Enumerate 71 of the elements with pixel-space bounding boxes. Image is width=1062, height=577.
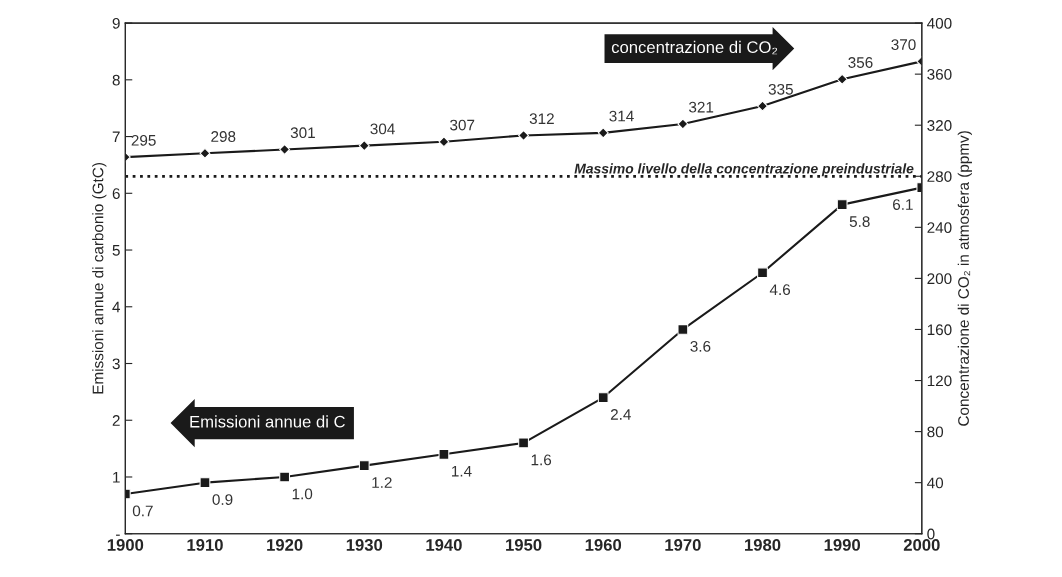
y-tick-label: 5 — [112, 245, 120, 256]
point — [757, 267, 768, 279]
data-label: 4.6 — [769, 284, 791, 296]
data-label: 5.8 — [849, 216, 870, 227]
data-label: 314 — [609, 110, 634, 122]
point — [438, 136, 450, 148]
data-label: 6.1 — [893, 199, 913, 210]
y-tick-label: - — [116, 534, 120, 536]
y-tick-label: 6 — [112, 188, 120, 199]
y2-tick-label: 320 — [927, 120, 952, 131]
data-label: 0.9 — [212, 494, 233, 505]
point — [597, 392, 609, 403]
point — [279, 471, 290, 483]
point — [597, 127, 609, 139]
point — [677, 118, 689, 130]
x-tick-label: 1900 — [107, 539, 144, 551]
y2-tick-label: 400 — [927, 17, 952, 29]
y-axis-title: Emissioni annue di carbonio (GtC) — [92, 163, 107, 394]
point — [518, 437, 529, 449]
data-label: 335 — [768, 83, 793, 95]
point — [677, 324, 689, 335]
data-label: 307 — [450, 119, 475, 131]
y2-tick-label: 160 — [927, 324, 952, 336]
y2-tick-label: 40 — [927, 477, 944, 489]
point — [836, 199, 848, 211]
x-tick-label: 1940 — [426, 539, 462, 551]
y2-tick-label: 240 — [927, 222, 952, 234]
point — [836, 73, 848, 85]
x-tick-label: 1910 — [187, 539, 223, 551]
data-label: 301 — [290, 127, 315, 139]
text: concentrazione di CO₂ — [611, 40, 778, 55]
x-tick-label: 2000 — [903, 539, 940, 551]
y2-tick-label: 80 — [927, 426, 944, 438]
point — [279, 144, 291, 155]
data-label: 1.4 — [452, 465, 472, 477]
y-tick-label: 9 — [112, 17, 120, 29]
x-tick-label: 1930 — [346, 539, 383, 551]
y-tick-label: 3 — [112, 358, 120, 370]
data-label: 298 — [211, 131, 236, 142]
data-label: 321 — [689, 101, 714, 113]
data-label: 2.4 — [610, 409, 631, 420]
y2-tick-label: 360 — [927, 69, 952, 80]
data-label: 1.6 — [531, 454, 552, 466]
data-label: 3.6 — [690, 340, 711, 352]
data-label: 370 — [891, 39, 916, 51]
y2-tick-label: 120 — [927, 375, 952, 387]
x-tick-label: 1970 — [665, 539, 701, 551]
data-label: 356 — [848, 57, 873, 68]
x-tick-label: 1990 — [824, 539, 861, 551]
x-tick-label: 1920 — [267, 539, 303, 551]
y2-tick-label: 0 — [927, 528, 935, 540]
data-label: 295 — [131, 134, 156, 146]
text: Emissioni annue di C — [190, 415, 345, 428]
y2-tick-label: 200 — [927, 273, 952, 285]
data-label: 312 — [529, 113, 554, 125]
x-tick-label: 1960 — [585, 539, 622, 551]
data-label: 0.7 — [132, 505, 153, 517]
y-tick-label: 4 — [112, 301, 121, 313]
y-tick-label: 8 — [112, 74, 120, 86]
x-tick-label: 1950 — [506, 539, 542, 551]
ref-line-label: Massimo livello della concentrazione preindustriale — [574, 163, 914, 177]
x-tick-label: 1980 — [745, 539, 781, 551]
y-tick-label: 7 — [112, 131, 120, 143]
y-tick-label: 2 — [112, 415, 120, 426]
y2-axis-title: Concentrazione di CO₂ in atmosfera (ppmv) — [957, 131, 972, 426]
data-label: 1.2 — [372, 477, 392, 488]
data-label: 1.0 — [292, 488, 313, 500]
y2-tick-label: 280 — [927, 171, 952, 182]
data-label: 304 — [370, 123, 395, 135]
point — [199, 147, 211, 159]
y-tick-label: 1 — [113, 472, 120, 483]
